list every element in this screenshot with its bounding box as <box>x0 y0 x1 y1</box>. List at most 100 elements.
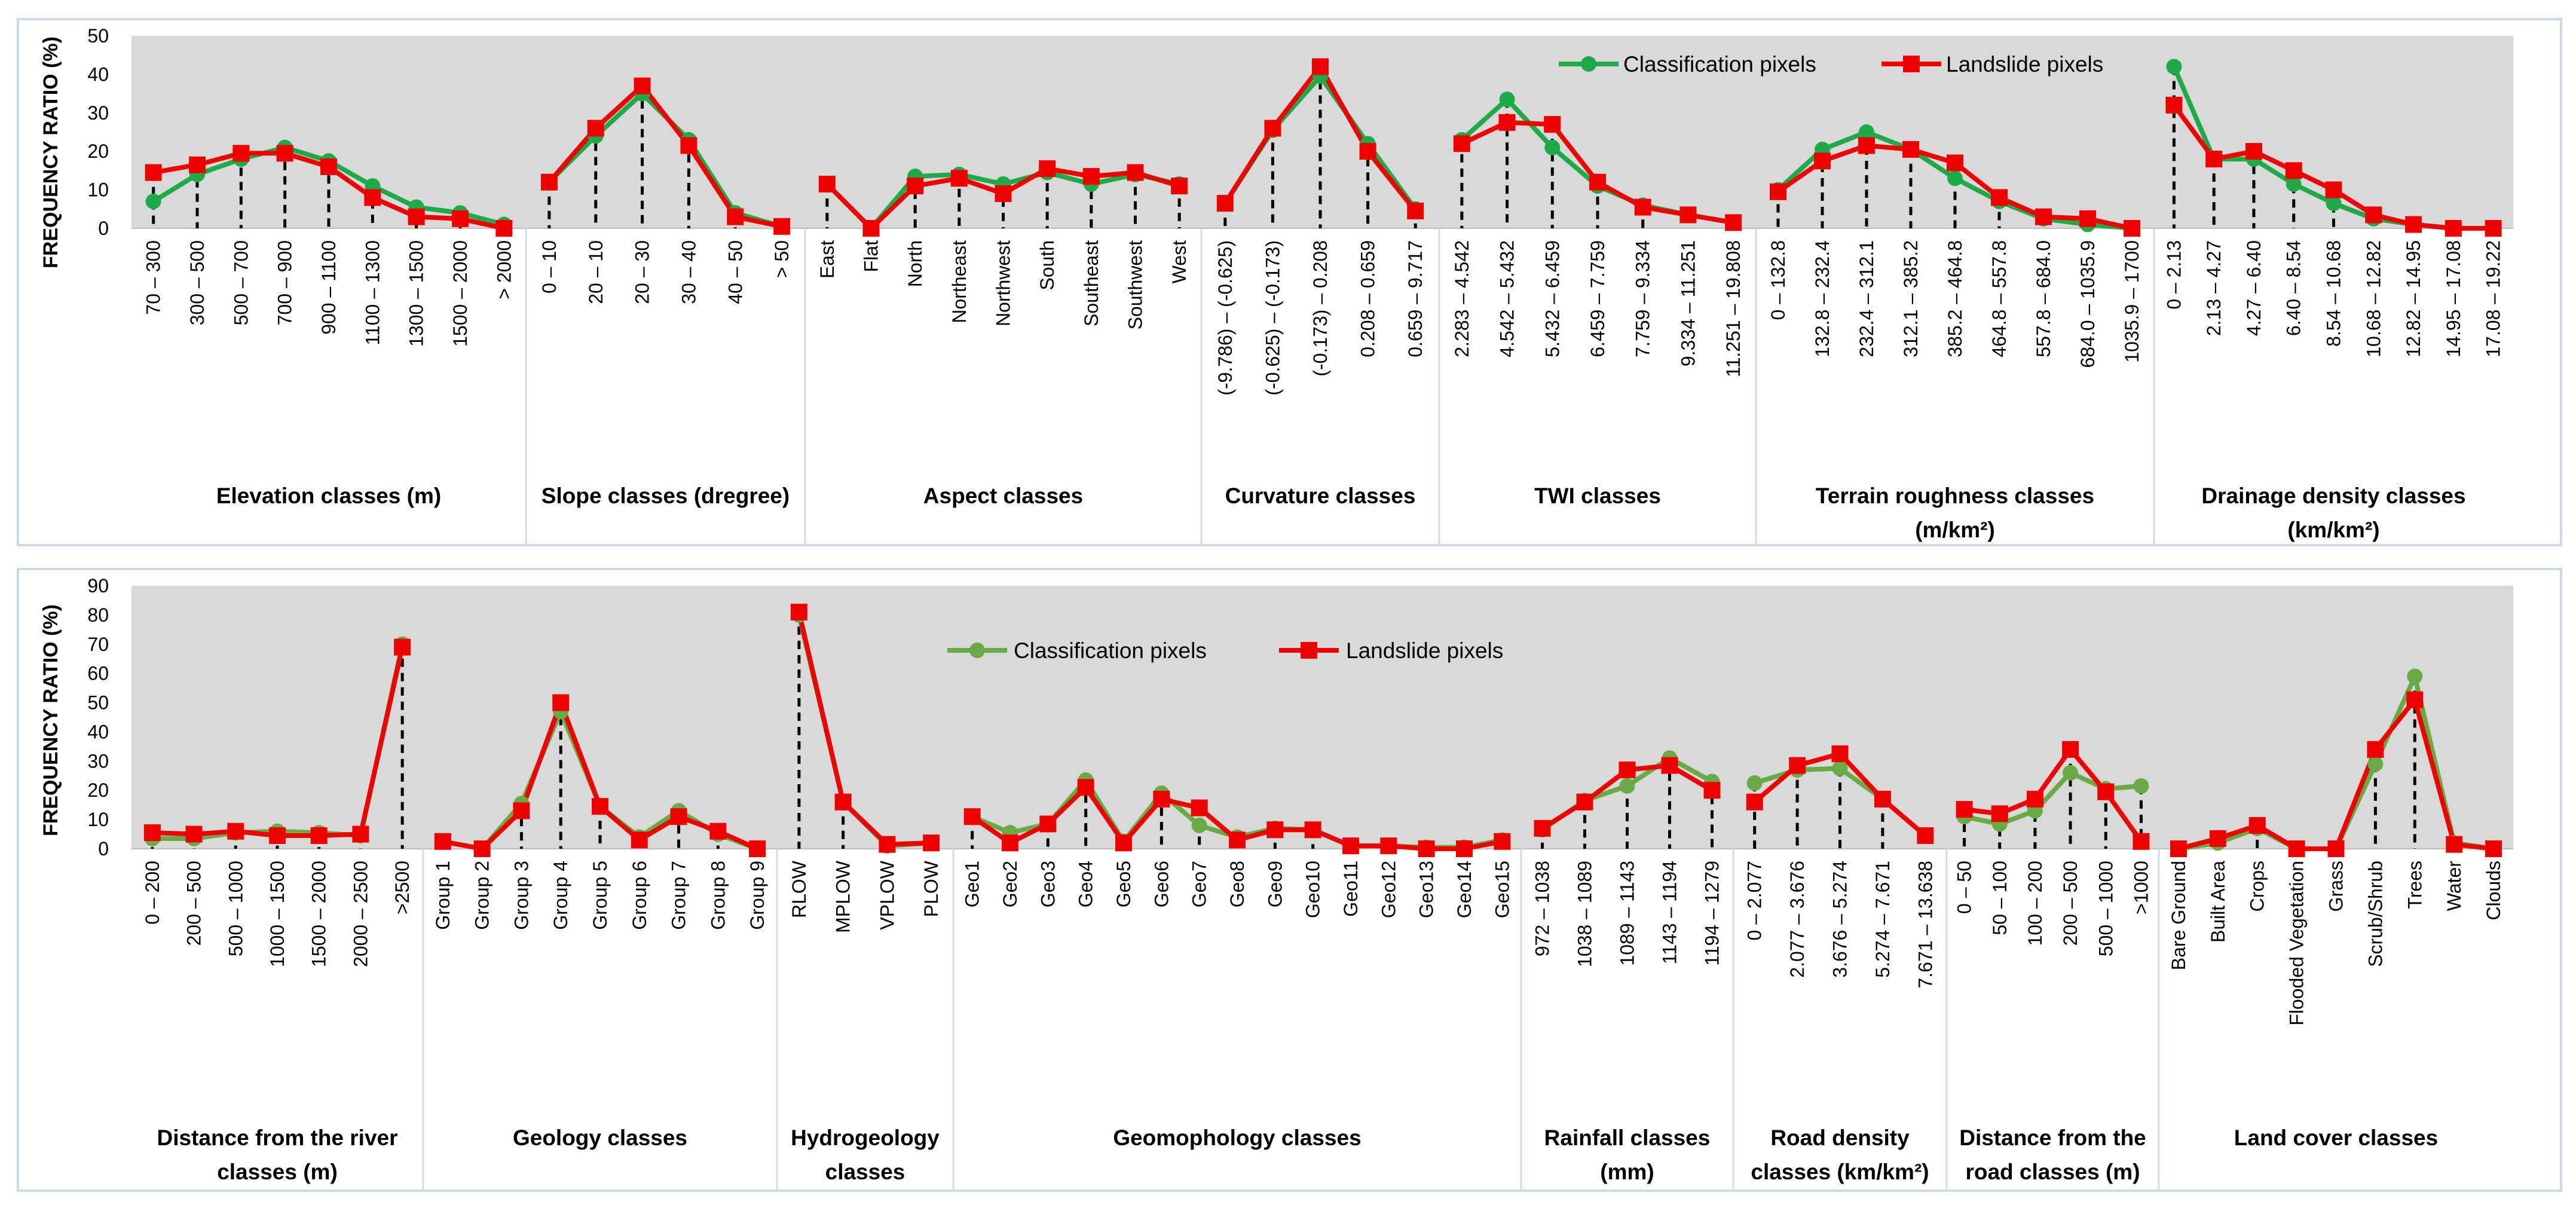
top-landslide-point <box>1312 58 1329 75</box>
bottom-landslide-point <box>1153 790 1170 808</box>
bottom-category-label: >1000 <box>2130 861 2152 915</box>
bottom-group-label: classes (km/km²) <box>1751 1160 1929 1184</box>
bottom-y-tick-label: 50 <box>87 692 109 714</box>
top-legend-classification-label: Classification pixels <box>1623 52 1816 77</box>
top-classification-point <box>2286 176 2302 192</box>
top-group: 0 – 2.13 2.13 – 4.27 4.27 – 6.40 6.40 – 8.5… <box>2153 59 2504 545</box>
bottom-panel: FREQUENCY RATIO (%) 0102030405060708090 … <box>17 568 2562 1192</box>
top-legend-landslide-marker <box>1903 56 1920 72</box>
top-category-label: > 50 <box>771 240 793 278</box>
top-landslide-point <box>1679 206 1697 224</box>
bottom-category-label: 500 – 1000 <box>2095 861 2116 956</box>
top-category-label: 20 – 30 <box>632 240 653 304</box>
top-category-label: 312.1 – 385.2 <box>1900 240 1922 357</box>
bottom-group: Group 1 Group 2 Group 3 Group 4 Group 5 Group… <box>422 694 768 1191</box>
top-landslide-point <box>634 77 651 94</box>
bottom-category-label: 200 – 500 <box>183 861 205 946</box>
top-landslide-point <box>189 156 206 173</box>
top-landslide-point <box>1947 154 1963 172</box>
bottom-y-tick-label: 60 <box>87 663 109 684</box>
bottom-classification-point <box>2133 778 2149 794</box>
top-group-label: (km/km²) <box>2287 518 2379 542</box>
top-landslide-point <box>2205 151 2223 168</box>
top-category-label: 385.2 – 464.8 <box>1944 240 1966 357</box>
top-y-axis-label: FREQUENCY RATIO (%) <box>39 36 62 268</box>
bottom-landslide-point <box>749 840 766 857</box>
top-landslide-point <box>907 178 924 195</box>
bottom-category-label: Group 2 <box>472 861 493 930</box>
bottom-landslide-point <box>879 836 896 853</box>
bottom-landslide-point <box>963 808 981 825</box>
bottom-landslide-point <box>2062 741 2079 758</box>
top-landslide-point <box>408 208 425 225</box>
top-landslide-point <box>1725 214 1742 231</box>
top-group: (-9.786) – (-0.625) (-0.625) – (-0.173) (-… <box>1200 58 1426 545</box>
top-landslide-point <box>2365 206 2382 224</box>
top-landslide-point <box>2245 143 2262 160</box>
top-landslide-point <box>727 208 744 225</box>
bottom-category-label: 3.676 – 5.274 <box>1829 861 1851 978</box>
top-landslide-point <box>2325 181 2342 198</box>
bottom-plot-background <box>131 586 2513 849</box>
top-landslide-point <box>1171 178 1188 195</box>
top-category-label: 9.334 – 11.251 <box>1677 240 1699 366</box>
bottom-landslide-point <box>2367 741 2384 758</box>
bottom-landslide-point <box>1039 815 1057 833</box>
top-category-label: 1100 – 1300 <box>362 240 383 345</box>
top-category-label: 4.27 – 6.40 <box>2243 240 2265 336</box>
top-group-label: (m/km²) <box>1915 518 1995 542</box>
top-y-tick-label: 30 <box>87 102 109 124</box>
bottom-category-label: PLOW <box>920 860 942 917</box>
top-classification-point <box>1544 139 1561 155</box>
bottom-landslide-point <box>513 802 530 819</box>
bottom-landslide-point <box>2327 840 2345 857</box>
bottom-group-label: classes (m) <box>217 1160 338 1184</box>
top-category-label: West <box>1168 240 1190 283</box>
top-landslide-point <box>2124 220 2140 237</box>
top-category-label: 0 – 10 <box>539 240 560 293</box>
top-category-label: 6.40 – 8.54 <box>2283 240 2305 336</box>
top-classification-point <box>1947 170 1963 186</box>
bottom-category-label: Geo13 <box>1416 861 1437 918</box>
bottom-category-label: Grass <box>2326 861 2347 912</box>
top-y-tick-label: 10 <box>87 179 109 201</box>
bottom-y-tick-label: 80 <box>87 604 109 626</box>
top-category-label: Northeast <box>949 240 970 323</box>
bottom-category-label: VPLOW <box>876 860 898 929</box>
bottom-y-tick-label: 90 <box>87 575 109 597</box>
top-landslide-point <box>452 210 469 227</box>
bottom-group: 0 – 200 200 – 500 500 – 1000 1000 – 1500 150… <box>142 636 413 1184</box>
bottom-legend: Classification pixels Landslide pixels <box>947 638 1503 663</box>
top-landslide-point <box>1902 140 1919 158</box>
bottom-category-label: 972 – 1038 <box>1532 861 1553 956</box>
bottom-category-label: Geo4 <box>1075 861 1097 907</box>
top-category-label: (-0.625) – (-0.173) <box>1262 240 1283 396</box>
bottom-legend-classification-marker <box>969 643 985 658</box>
bottom-category-label: Group 6 <box>629 861 650 930</box>
top-group-label: Elevation classes (m) <box>216 484 441 508</box>
bottom-group-label: Geology classes <box>513 1126 687 1150</box>
bottom-legend-classification-label: Classification pixels <box>1014 638 1207 663</box>
top-landslide-point <box>995 185 1012 203</box>
top-landslide-point <box>1264 120 1281 137</box>
bottom-category-label: 1000 – 1500 <box>267 861 288 967</box>
bottom-landslide-point <box>709 822 727 840</box>
bottom-category-label: Geo12 <box>1378 861 1399 918</box>
bottom-landslide-point <box>2209 830 2226 847</box>
top-landslide-point <box>1453 135 1470 152</box>
bottom-y-tick-label: 20 <box>87 779 109 801</box>
bottom-group-label: Distance from the river <box>157 1126 397 1150</box>
top-category-label: 900 – 1100 <box>318 240 339 335</box>
top-landslide-point <box>2445 220 2462 237</box>
bottom-category-label: 0 – 50 <box>1954 861 1975 914</box>
top-category-label: 557.8 – 684.0 <box>2033 240 2054 357</box>
top-classification-point <box>145 193 161 209</box>
bottom-landslide-point <box>2097 783 2115 800</box>
bottom-group-label: Land cover classes <box>2234 1126 2438 1150</box>
bottom-classification-point <box>1191 817 1207 833</box>
bottom-classification-point <box>2407 668 2423 684</box>
top-landslide-point <box>1589 173 1606 191</box>
bottom-landslide-point <box>923 834 940 852</box>
bottom-category-label: 1194 – 1279 <box>1702 861 1723 966</box>
top-landslide-point <box>495 220 513 237</box>
